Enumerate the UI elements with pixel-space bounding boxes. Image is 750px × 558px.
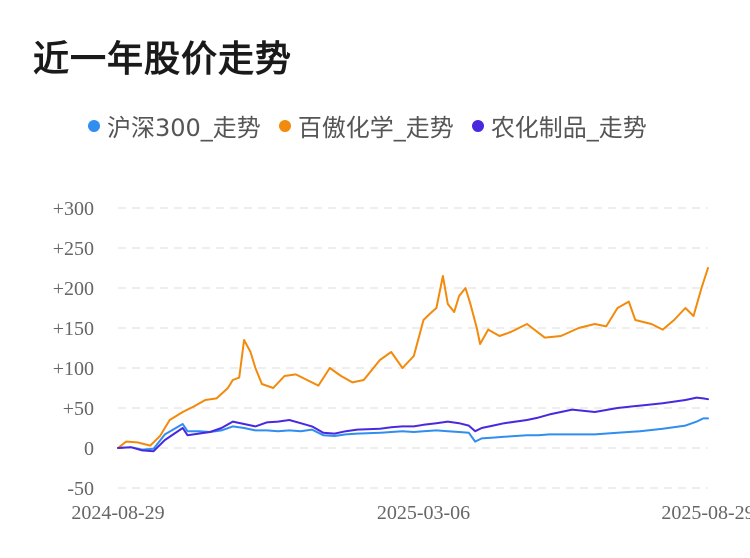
y-tick-label: 0 [84, 438, 94, 460]
x-tick-label: 2024-08-29 [71, 502, 164, 524]
legend-label-nonghua: 农化制品_走势 [490, 114, 647, 142]
legend-label-hs300: 沪深300_走势 [107, 114, 261, 142]
legend-marker-baiao [278, 119, 291, 132]
y-tick-label: +50 [63, 398, 94, 420]
y-tick-label: -50 [67, 478, 94, 500]
y-tick-label: +250 [53, 238, 94, 260]
legend-marker-hs300 [88, 119, 100, 132]
legend-label-baiao: 百傲化学_走势 [297, 114, 454, 142]
series-line-2 [117, 396, 709, 453]
y-tick-label: +300 [53, 198, 94, 220]
y-tick-label: +150 [53, 318, 94, 340]
x-tick-label: 2025-03-06 [377, 502, 470, 524]
chart-title: 近一年股价走势 [33, 39, 293, 80]
y-tick-label: +100 [53, 358, 94, 380]
legend-item-nonghua[interactable]: 农化制品_走势 [471, 108, 647, 143]
series-line-0 [117, 417, 709, 451]
y-tick-label: +200 [53, 278, 94, 300]
x-tick-label: 2025-08-29 [661, 502, 750, 524]
series-line-1 [117, 267, 709, 449]
legend-item-baiao[interactable]: 百傲化学_走势 [278, 108, 454, 143]
chart-legend: 沪深300_走势 百傲化学_走势 农化制品_走势 [88, 108, 665, 143]
legend-marker-nonghua [471, 119, 484, 132]
legend-item-hs300[interactable]: 沪深300_走势 [88, 108, 261, 143]
